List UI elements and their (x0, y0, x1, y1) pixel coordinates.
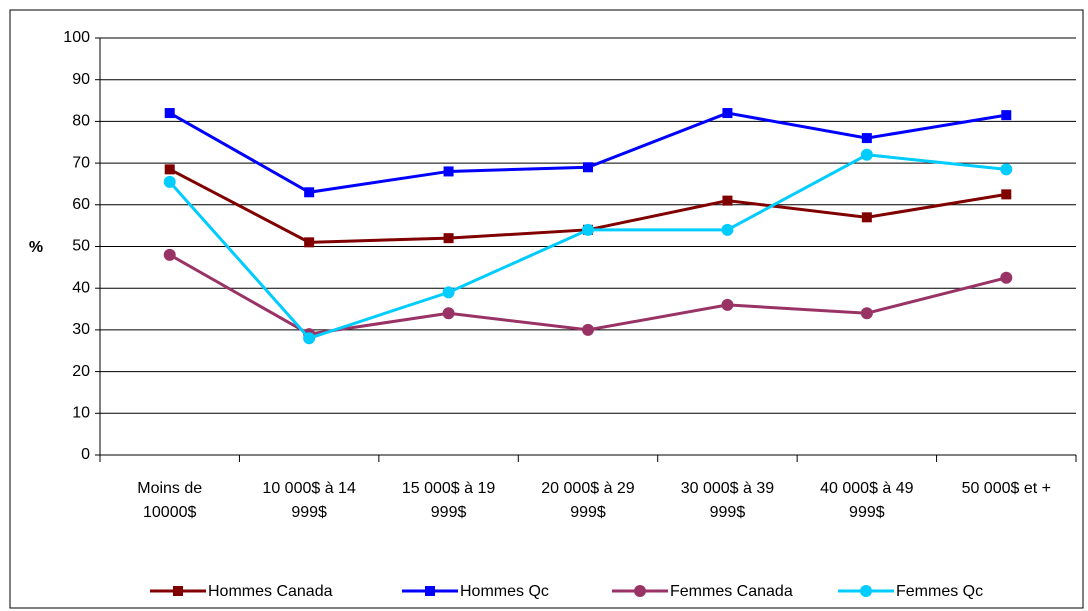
point (860, 148, 873, 161)
point (583, 162, 593, 173)
legend-label: Hommes Canada (208, 583, 333, 600)
x-tick-label: 15 000$ à 19 999$ (401, 480, 496, 521)
point (304, 237, 315, 248)
point (1001, 110, 1012, 121)
point (1001, 189, 1012, 200)
y-tick-label: 40 (72, 279, 90, 296)
point (164, 164, 175, 175)
point (1000, 163, 1013, 176)
x-tick-label: Moins de 10000$ (137, 480, 203, 521)
x-tick-label: 50 000$ et + (961, 480, 1051, 497)
point (861, 212, 872, 223)
point (442, 286, 455, 299)
y-tick-label: 30 (72, 321, 90, 338)
y-tick-label: 100 (63, 29, 90, 46)
point (721, 223, 734, 236)
y-tick-label: 0 (81, 446, 90, 463)
x-tick-label: 40 000$ à 49 999$ (820, 480, 914, 521)
legend-marker (634, 585, 646, 597)
x-tick-label: 30 000$ à 39 999$ (680, 480, 775, 521)
point (303, 332, 316, 345)
point (164, 108, 175, 119)
legend-marker (173, 586, 183, 596)
y-tick-label: 10 (72, 405, 90, 422)
point (163, 248, 176, 261)
point (861, 133, 872, 144)
y-tick-label: 70 (72, 154, 90, 171)
point (582, 223, 594, 236)
point (304, 187, 315, 198)
point (722, 108, 733, 119)
legend-marker (860, 585, 872, 597)
chart-border (9, 9, 1084, 609)
point (443, 233, 454, 244)
y-tick-label: 90 (72, 71, 90, 88)
y-tick-label: 60 (72, 196, 90, 213)
point (582, 323, 594, 336)
point (721, 298, 734, 311)
point (163, 175, 176, 188)
legend-label: Femmes Qc (896, 583, 983, 600)
point (442, 307, 455, 320)
point (443, 166, 454, 177)
y-tick-label: 80 (72, 113, 90, 130)
point (722, 195, 733, 206)
point (1000, 271, 1013, 284)
x-tick-label: 10 000$ à 14 999$ (262, 480, 356, 521)
y-tick-label: 20 (72, 363, 90, 380)
legend-marker (425, 586, 435, 596)
y-tick-label: 50 (72, 238, 90, 255)
legend-label: Femmes Canada (670, 583, 793, 600)
legend-label: Hommes Qc (460, 583, 549, 600)
y-axis-label: % (29, 239, 43, 256)
x-tick-label: 20 000$ à 29 999$ (541, 480, 635, 521)
point (860, 307, 873, 320)
